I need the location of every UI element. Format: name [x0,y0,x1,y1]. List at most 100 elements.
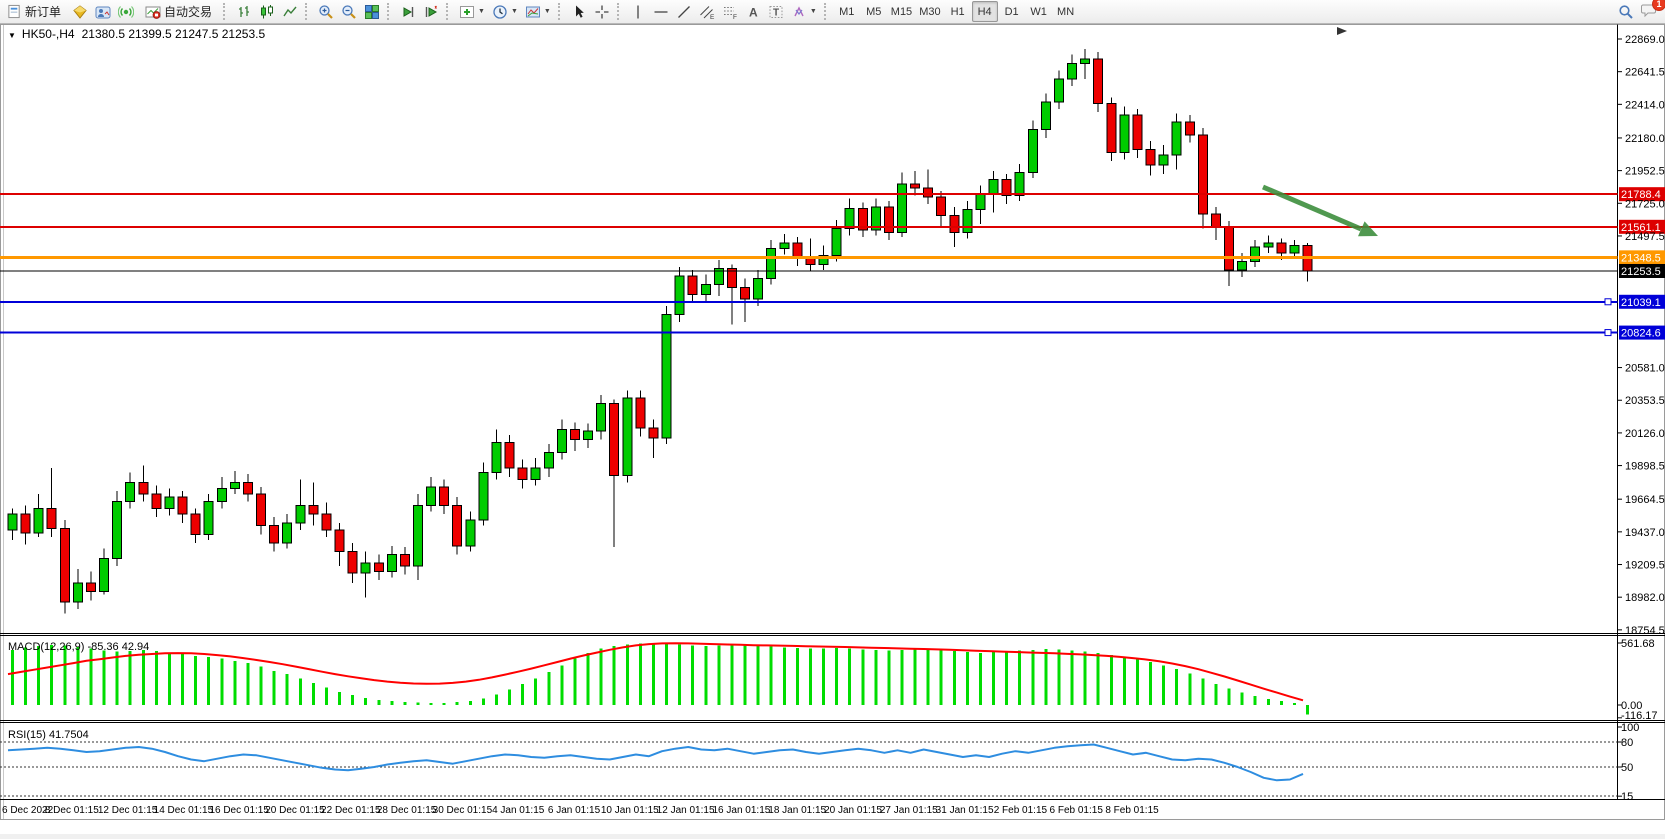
chart-symbol-period: HK50-,H4 [22,27,75,41]
fibonacci-button[interactable]: F [719,1,741,22]
price-tick-label: 18982.0 [1625,592,1665,604]
macd-axis-label: 561.68 [1621,638,1655,650]
timeframe-button-D1[interactable]: D1 [999,1,1025,22]
zoom-out-button[interactable] [338,1,360,22]
text-button[interactable]: A [742,1,764,22]
arrows-icon [791,4,807,20]
svg-text:E: E [710,14,715,20]
timeframe-button-W1[interactable]: W1 [1026,1,1052,22]
price-tick-label: 22869.0 [1625,34,1665,46]
level-handle[interactable] [1605,299,1611,305]
crosshair-button[interactable] [591,1,613,22]
metaeditor-button[interactable] [69,1,91,22]
timeframe-button-H4[interactable]: H4 [972,1,998,22]
macd-label: MACD(12,26,9) -85.36 42.94 [8,641,149,653]
price-tag-text: 21253.5 [1621,266,1661,278]
rsi-label: RSI(15) 41.7504 [8,729,89,741]
toolbar-separator [223,3,229,20]
text-label-icon: T [768,4,784,20]
rsi-axis-label: 15 [1621,791,1633,803]
arrows-caret-icon: ▼ [810,8,817,15]
zoom-in-button[interactable] [315,1,337,22]
auto-scroll-icon [400,4,416,20]
auto-trading-button[interactable]: 自动交易 [138,1,219,22]
chart-shift-button[interactable] [420,1,442,22]
macd-axis-label: -116.17 [1621,710,1658,722]
tile-windows-button[interactable] [361,1,383,22]
bar-chart-button[interactable] [233,1,255,22]
time-axis-label: 12 Jan 01:15 [657,805,715,816]
time-axis-label: 28 Dec 01:15 [377,805,437,816]
templates-caret-icon: ▼ [544,8,551,15]
toolbar-separator [305,3,311,20]
auto-scroll-button[interactable] [397,1,419,22]
time-axis-label: 6 Jan 01:15 [548,805,601,816]
toolbar-separator [387,3,393,20]
time-axis-label: 14 Dec 01:15 [154,805,214,816]
chart-shift-icon [423,4,439,20]
time-axis-label: 18 Jan 01:15 [768,805,826,816]
fibonacci-icon: F [722,4,738,20]
timeframe-button-M5[interactable]: M5 [861,1,887,22]
timeframe-button-M1[interactable]: M1 [834,1,860,22]
timeframe-button-M30[interactable]: M30 [916,1,943,22]
text-label-button[interactable]: T [765,1,787,22]
templates-button[interactable]: ▼ [522,1,554,22]
clock-icon [492,4,508,20]
price-tag-text: 21348.5 [1621,252,1661,264]
candlestick-chart-button[interactable] [256,1,278,22]
svg-text:A: A [749,5,758,19]
trendline-button[interactable] [673,1,695,22]
toolbar-separator [824,3,830,20]
new-order-icon [7,4,22,19]
price-tick-label: 18754.5 [1625,625,1665,637]
price-tick-label: 19664.5 [1625,494,1665,506]
template-icon [525,4,541,20]
time-axis-label: 16 Dec 01:15 [209,805,269,816]
level-handle[interactable] [1605,330,1611,336]
svg-text:T: T [773,7,779,18]
periods-button[interactable]: ▼ [489,1,521,22]
new-order-button[interactable]: 新订单 [0,1,68,22]
svg-text:F: F [733,14,737,20]
price-tick-label: 20581.0 [1625,363,1665,375]
equidistant-channel-icon: E [699,4,715,20]
time-axis-label: 16 Jan 01:15 [712,805,770,816]
indicators-add-icon [459,4,475,20]
new-order-label: 新订单 [25,3,61,20]
toolbar: 新订单 自动交易 [0,0,1665,24]
notification-badge[interactable]: 1 [1652,0,1665,11]
chart-collapse-icon[interactable]: ▼ [8,31,16,40]
cursor-button[interactable] [568,1,590,22]
trendline-icon [676,4,692,20]
timeframe-button-MN[interactable]: MN [1053,1,1079,22]
indicators-button[interactable]: ▼ [456,1,488,22]
periods-caret-icon: ▼ [511,8,518,15]
search-icon [1618,4,1634,20]
metaeditor-diamond-icon [72,4,88,20]
time-axis-label: 20 Dec 01:15 [265,805,325,816]
timeframe-button-M15[interactable]: M15 [888,1,915,22]
price-tick-label: 20126.0 [1625,428,1665,440]
candlestick-chart-icon [259,4,275,20]
search-button[interactable] [1615,1,1637,22]
time-axis-label: 22 Dec 01:15 [321,805,381,816]
time-axis-label: 30 Dec 01:15 [433,805,493,816]
horizontal-line-button[interactable] [650,1,672,22]
vertical-line-button[interactable] [627,1,649,22]
line-chart-button[interactable] [279,1,301,22]
equidistant-channel-button[interactable]: E [696,1,718,22]
price-tick-label: 19437.0 [1625,527,1665,539]
strategy-tester-button[interactable] [92,1,114,22]
time-axis-label: 2 Feb 01:15 [994,805,1048,816]
price-tick-label: 20353.5 [1625,395,1665,407]
signals-button[interactable] [115,1,137,22]
toolbar-separator [558,3,564,20]
timeframe-button-H1[interactable]: H1 [945,1,971,22]
arrows-button[interactable]: ▼ [788,1,820,22]
